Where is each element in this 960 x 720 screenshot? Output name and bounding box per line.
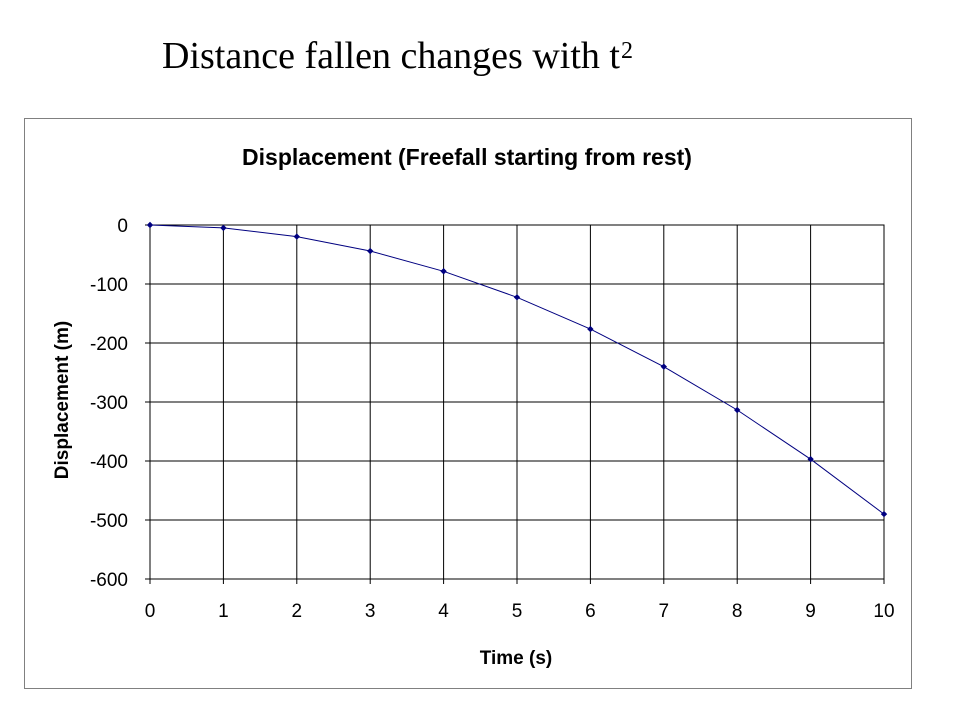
y-tick-label-4: -400 (90, 452, 128, 473)
data-point-5 (513, 294, 521, 301)
chart-area: Displacement (Freefall starting from res… (24, 118, 912, 689)
y-tick-label-6: -600 (90, 570, 128, 591)
x-axis-label: Time (s) (480, 648, 553, 669)
y-tick-labels: 0 -100 -200 -300 -400 -500 -600 (90, 216, 128, 591)
y-tick-label-0: 0 (117, 216, 128, 237)
data-point-8 (734, 406, 741, 414)
slide-title-superscript: 2 (620, 38, 633, 64)
y-tick-label-2: -200 (90, 334, 128, 355)
x-tick-label-8: 8 (732, 601, 743, 622)
grid-lines (145, 224, 885, 584)
x-tick-label-1: 1 (218, 601, 229, 622)
displacement-chart: Displacement (Freefall starting from res… (52, 144, 895, 669)
x-tick-label-4: 4 (438, 601, 449, 622)
chart-title: Displacement (Freefall starting from res… (242, 144, 692, 170)
x-tick-labels: 0 1 2 3 4 5 6 7 8 9 10 (145, 601, 895, 622)
slide-title: Distance fallen changes with t2 (162, 34, 633, 78)
x-tick-label-7: 7 (659, 601, 670, 622)
x-tick-label-3: 3 (365, 601, 376, 622)
data-point-6 (587, 325, 594, 333)
x-tick-label-5: 5 (512, 601, 523, 622)
data-point-9 (807, 455, 814, 463)
y-tick-label-3: -300 (90, 393, 128, 414)
data-point-4 (440, 268, 447, 275)
slide-title-text: Distance fallen changes with t (162, 35, 620, 77)
data-point-3 (367, 247, 374, 255)
x-tick-label-0: 0 (145, 601, 156, 622)
x-tick-label-6: 6 (585, 601, 596, 622)
x-tick-label-2: 2 (292, 601, 303, 622)
x-tick-label-9: 9 (805, 601, 816, 622)
data-point-2 (293, 233, 300, 240)
data-point-7 (660, 363, 667, 370)
x-tick-label-10: 10 (873, 601, 894, 622)
data-point-10 (880, 510, 888, 518)
y-tick-label-5: -500 (90, 511, 128, 532)
plot-border (149, 224, 885, 580)
data-point-1 (220, 224, 227, 232)
y-axis-label: Displacement (m) (52, 321, 73, 479)
y-tick-label-1: -100 (90, 275, 128, 296)
data-point-0 (146, 221, 154, 229)
